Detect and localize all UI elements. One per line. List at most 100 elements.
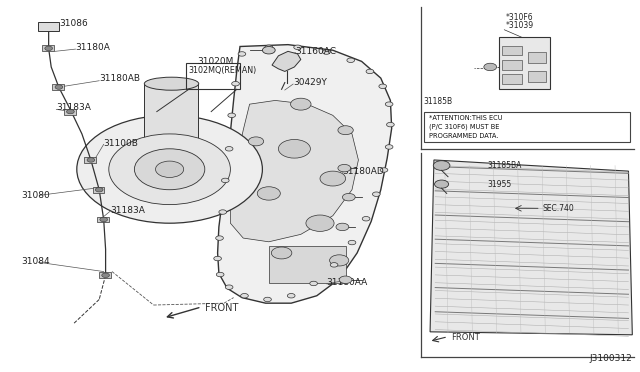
- Circle shape: [264, 297, 271, 302]
- Text: 31180AA: 31180AA: [326, 278, 367, 287]
- Bar: [502, 74, 522, 84]
- Bar: [99, 272, 111, 278]
- Bar: [97, 217, 109, 222]
- Bar: [528, 71, 546, 82]
- Circle shape: [55, 85, 63, 89]
- Text: SEC.740: SEC.740: [543, 204, 575, 213]
- Circle shape: [109, 134, 230, 205]
- Circle shape: [310, 281, 317, 286]
- Circle shape: [271, 247, 292, 259]
- Bar: [502, 60, 522, 70]
- Circle shape: [379, 84, 387, 89]
- Circle shape: [347, 58, 355, 62]
- Circle shape: [134, 149, 205, 190]
- Circle shape: [320, 171, 346, 186]
- Circle shape: [387, 122, 394, 127]
- Text: 31020M: 31020M: [197, 57, 234, 66]
- Circle shape: [484, 63, 497, 71]
- Circle shape: [380, 168, 388, 172]
- Text: *ATTENTION:THIS ECU
(P/C 310F6) MUST BE
PROGRAMMED DATA.: *ATTENTION:THIS ECU (P/C 310F6) MUST BE …: [429, 115, 502, 139]
- Bar: [499, 37, 550, 89]
- Circle shape: [278, 140, 310, 158]
- Bar: [528, 52, 546, 63]
- Text: 31080: 31080: [21, 191, 50, 200]
- Bar: [424, 112, 630, 142]
- Circle shape: [102, 273, 109, 278]
- Polygon shape: [218, 45, 392, 303]
- Circle shape: [339, 276, 352, 283]
- Text: *31039: *31039: [506, 21, 534, 30]
- Text: 31185BA: 31185BA: [488, 161, 522, 170]
- Text: *310F6: *310F6: [506, 13, 533, 22]
- Text: J3100312: J3100312: [589, 354, 632, 363]
- Circle shape: [366, 69, 374, 74]
- Circle shape: [385, 145, 393, 149]
- Bar: [38, 22, 59, 31]
- Text: 31180AD: 31180AD: [342, 167, 384, 176]
- Text: FRONT: FRONT: [205, 303, 238, 313]
- Circle shape: [221, 178, 229, 183]
- Circle shape: [241, 294, 248, 298]
- Text: 31100B: 31100B: [104, 139, 138, 148]
- Circle shape: [294, 45, 301, 49]
- Circle shape: [238, 52, 246, 56]
- Circle shape: [372, 192, 380, 196]
- Circle shape: [342, 193, 355, 201]
- Bar: [144, 84, 198, 145]
- Text: 30429Y: 30429Y: [293, 78, 327, 87]
- Circle shape: [265, 45, 273, 49]
- Bar: [269, 246, 346, 283]
- Circle shape: [306, 215, 334, 231]
- Text: FRONT: FRONT: [451, 333, 480, 342]
- Circle shape: [219, 210, 227, 214]
- Circle shape: [336, 223, 349, 231]
- Circle shape: [362, 217, 370, 221]
- Circle shape: [435, 180, 449, 188]
- Circle shape: [248, 137, 264, 146]
- Circle shape: [225, 285, 233, 289]
- Bar: [93, 187, 104, 193]
- Circle shape: [262, 46, 275, 54]
- Circle shape: [257, 187, 280, 200]
- Bar: [42, 45, 54, 51]
- Text: 31180AB: 31180AB: [99, 74, 140, 83]
- Circle shape: [291, 98, 311, 110]
- Circle shape: [232, 81, 239, 86]
- Circle shape: [77, 115, 262, 223]
- Circle shape: [433, 161, 450, 170]
- Circle shape: [156, 161, 184, 177]
- Circle shape: [216, 236, 223, 240]
- Circle shape: [287, 294, 295, 298]
- Bar: [84, 157, 96, 163]
- Circle shape: [385, 102, 393, 106]
- Circle shape: [214, 256, 221, 261]
- Polygon shape: [230, 100, 358, 242]
- Polygon shape: [272, 51, 301, 71]
- Text: 3102MQ(REMAN): 3102MQ(REMAN): [189, 66, 257, 75]
- Bar: [502, 46, 522, 55]
- Circle shape: [95, 187, 103, 192]
- Bar: [52, 84, 64, 90]
- Circle shape: [330, 255, 349, 266]
- Circle shape: [87, 158, 95, 162]
- Text: 31183A: 31183A: [56, 103, 91, 112]
- Text: 31185B: 31185B: [424, 97, 453, 106]
- Bar: [64, 109, 76, 115]
- Text: 31160AC: 31160AC: [296, 47, 337, 56]
- Circle shape: [338, 126, 353, 135]
- Circle shape: [338, 164, 351, 172]
- Circle shape: [100, 217, 108, 222]
- Circle shape: [67, 109, 74, 114]
- Circle shape: [330, 263, 338, 267]
- Text: 31955: 31955: [488, 180, 512, 189]
- Text: 31086: 31086: [59, 19, 88, 28]
- Text: 31084: 31084: [21, 257, 50, 266]
- Circle shape: [228, 113, 236, 118]
- Circle shape: [348, 240, 356, 245]
- Text: 31180A: 31180A: [76, 43, 110, 52]
- Polygon shape: [430, 160, 632, 335]
- Circle shape: [323, 50, 330, 54]
- Circle shape: [225, 147, 233, 151]
- Ellipse shape: [145, 77, 199, 90]
- Circle shape: [216, 272, 224, 277]
